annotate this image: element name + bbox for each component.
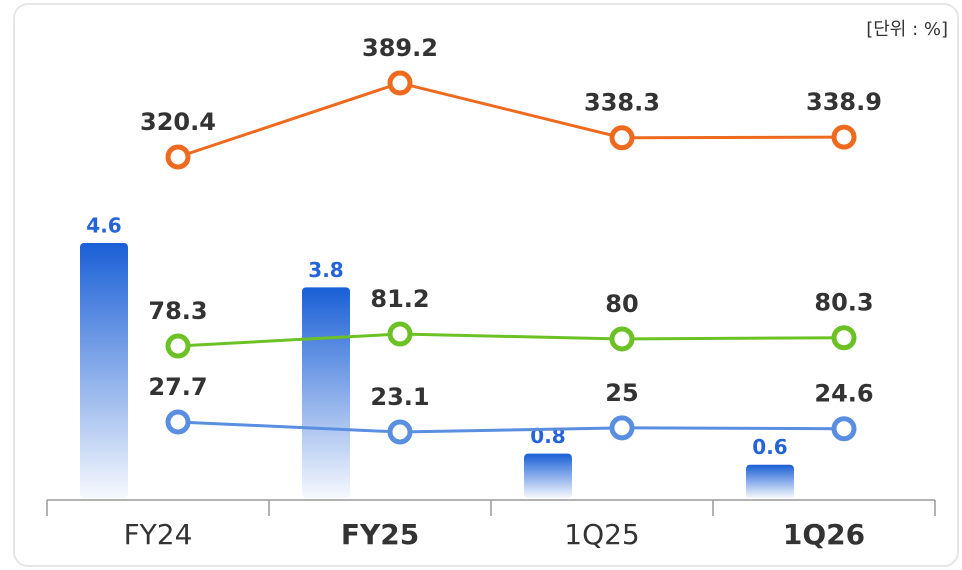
line-value-label: 78.3 <box>148 297 207 325</box>
line-value-label: 389.2 <box>362 34 438 62</box>
line-marker <box>831 416 857 442</box>
bar <box>302 287 350 498</box>
bar <box>746 464 794 498</box>
line-value-label: 23.1 <box>370 383 429 411</box>
line-marker <box>165 409 191 435</box>
line-marker <box>387 70 413 96</box>
x-tick-label: 1Q25 <box>564 518 639 551</box>
line-value-label: 338.3 <box>584 89 660 117</box>
line-value-label: 24.6 <box>814 380 873 408</box>
line-value-label: 25 <box>605 379 638 407</box>
line-marker <box>609 125 635 151</box>
line-marker <box>831 325 857 351</box>
line-marker <box>831 124 857 150</box>
line <box>177 420 845 434</box>
line <box>177 81 845 159</box>
line-value-label: 80.3 <box>814 289 873 317</box>
line-value-label: 80 <box>605 290 638 318</box>
line-marker <box>387 419 413 445</box>
line-value-label: 81.2 <box>370 285 429 313</box>
bar <box>80 243 128 498</box>
x-tick-label: 1Q26 <box>783 518 865 551</box>
line-marker <box>609 326 635 352</box>
line-marker <box>165 333 191 359</box>
bar-value-label: 0.6 <box>752 435 787 459</box>
line-marker <box>387 321 413 347</box>
bar <box>524 453 572 498</box>
unit-label: [단위 : %] <box>866 19 948 40</box>
line-marker <box>609 415 635 441</box>
x-tick-label: FY24 <box>124 518 193 551</box>
bar-value-label: 4.6 <box>86 214 121 238</box>
line-value-label: 27.7 <box>148 373 207 401</box>
line-value-label: 320.4 <box>140 108 216 136</box>
x-tick-label: FY25 <box>341 518 419 551</box>
bar-value-label: 3.8 <box>308 258 343 282</box>
line <box>177 332 845 348</box>
line-value-label: 338.9 <box>806 88 882 116</box>
line-marker <box>165 144 191 170</box>
